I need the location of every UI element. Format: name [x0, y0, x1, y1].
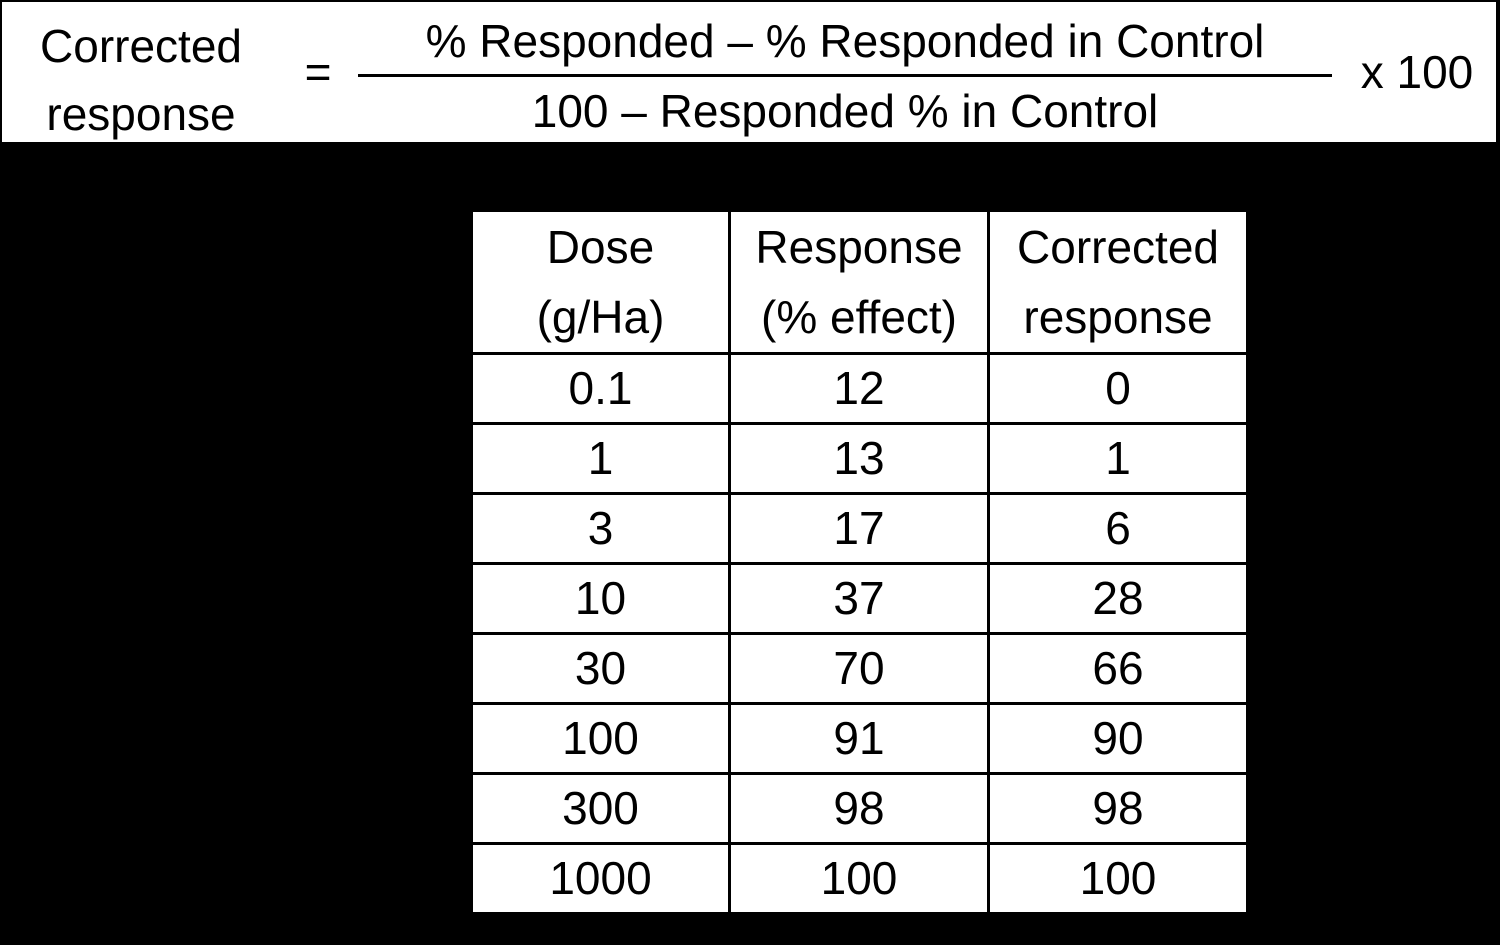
cell-dose: 3 — [470, 492, 731, 565]
header-dose: Dose (g/Ha) — [470, 209, 731, 355]
cell-dose: 300 — [470, 772, 731, 845]
table-row: 10 37 28 — [470, 562, 1249, 635]
table-row: 1000 100 100 — [470, 842, 1249, 915]
formula-box: Corrected response = % Responded – % Res… — [2, 2, 1496, 142]
cell-response: 12 — [728, 352, 990, 425]
cell-dose: 0.1 — [470, 352, 731, 425]
cell-dose: 30 — [470, 632, 731, 705]
cell-corrected: 28 — [987, 562, 1249, 635]
table-row: 1 13 1 — [470, 422, 1249, 495]
table-row: 30 70 66 — [470, 632, 1249, 705]
cell-corrected: 66 — [987, 632, 1249, 705]
cell-dose: 10 — [470, 562, 731, 635]
formula-denominator: 100 – Responded % in Control — [531, 85, 1159, 137]
cell-dose: 100 — [470, 702, 731, 775]
cell-corrected: 90 — [987, 702, 1249, 775]
cell-response: 17 — [728, 492, 990, 565]
cell-response: 70 — [728, 632, 990, 705]
cell-dose: 1 — [470, 422, 731, 495]
header-corrected-line1: Corrected — [1017, 221, 1219, 273]
cell-response: 91 — [728, 702, 990, 775]
table-row: 300 98 98 — [470, 772, 1249, 845]
formula-equals: = — [304, 46, 332, 98]
header-dose-line2: (g/Ha) — [536, 291, 665, 343]
cell-response: 98 — [728, 772, 990, 845]
header-response-line1: Response — [755, 221, 963, 273]
formula-lhs-line1: Corrected — [40, 20, 242, 72]
formula-multiplier: x 100 — [1360, 46, 1474, 98]
header-corrected-line2: response — [1023, 291, 1213, 343]
dose-response-table: Dose (g/Ha) Response (% effect) Correcte… — [470, 209, 1249, 915]
table-row: 3 17 6 — [470, 492, 1249, 565]
header-response-line2: (% effect) — [761, 291, 957, 343]
header-corrected-response: Corrected response — [987, 209, 1249, 355]
table-row: 100 91 90 — [470, 702, 1249, 775]
cell-dose: 1000 — [470, 842, 731, 915]
cell-response: 100 — [728, 842, 990, 915]
cell-corrected: 100 — [987, 842, 1249, 915]
table-row: 0.1 12 0 — [470, 352, 1249, 425]
formula-lhs: Corrected response — [2, 12, 280, 148]
table-header-row: Dose (g/Ha) Response (% effect) Correcte… — [470, 209, 1249, 355]
fraction-bar — [358, 74, 1332, 77]
formula-fraction: % Responded – % Responded in Control 100… — [358, 6, 1332, 142]
cell-corrected: 0 — [987, 352, 1249, 425]
cell-response: 37 — [728, 562, 990, 635]
cell-response: 13 — [728, 422, 990, 495]
cell-corrected: 6 — [987, 492, 1249, 565]
header-dose-line1: Dose — [546, 221, 655, 273]
formula-lhs-line2: response — [46, 88, 236, 140]
formula-numerator: % Responded – % Responded in Control — [425, 15, 1265, 67]
header-response: Response (% effect) — [728, 209, 990, 355]
cell-corrected: 98 — [987, 772, 1249, 845]
cell-corrected: 1 — [987, 422, 1249, 495]
